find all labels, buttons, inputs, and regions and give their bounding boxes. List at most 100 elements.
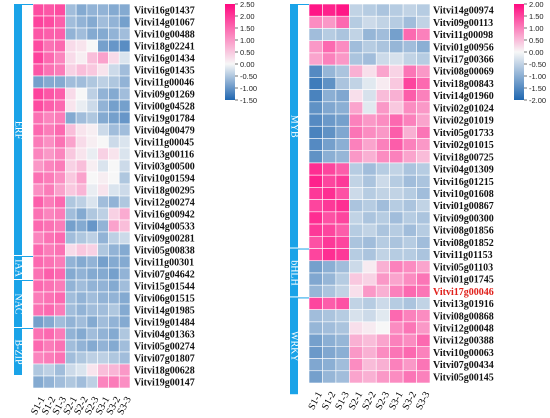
heatmap-cell [322, 138, 337, 152]
heatmap-cell [335, 125, 350, 139]
heatmap-cell [108, 135, 120, 149]
heatmap-cell [65, 75, 77, 89]
heatmap-cell [86, 87, 98, 101]
heatmap-cell [108, 219, 120, 233]
heatmap-cell [375, 199, 390, 213]
heatmap-cell [308, 3, 323, 17]
heatmap-cell [335, 138, 350, 152]
heatmap-cell [375, 321, 390, 335]
heatmap-cell [54, 375, 66, 389]
heatmap-cell [416, 40, 431, 54]
heatmap-cell [375, 333, 390, 347]
heatmap-cell [86, 255, 98, 269]
heatmap-cell [349, 321, 364, 335]
heatmap-cell [362, 248, 377, 262]
heatmap-cell [335, 162, 350, 176]
colorbar-tick-label: -0.50 [240, 72, 257, 81]
heatmap-cell [389, 309, 404, 323]
heatmap-cell [416, 125, 431, 139]
gene-label: Vitvi02g01019 [433, 116, 494, 127]
heatmap-cell [389, 272, 404, 286]
heatmap-cell [375, 309, 390, 323]
heatmap-cell [335, 89, 350, 103]
heatmap-cell [86, 27, 98, 41]
heatmap-cell [86, 39, 98, 53]
heatmap-cell [65, 375, 77, 389]
heatmap-cell [322, 125, 337, 139]
heatmap-cell [362, 284, 377, 298]
heatmap-cell [54, 267, 66, 281]
heatmap-cell [75, 339, 88, 353]
heatmap-cell [389, 64, 404, 78]
heatmap-cell [97, 327, 109, 341]
heatmap-cell [65, 15, 77, 29]
heatmap-cell [32, 351, 45, 365]
heatmap-cell [335, 346, 350, 359]
heatmap-cell [32, 219, 45, 233]
heatmap-cell [308, 358, 323, 372]
heatmap-cell [308, 15, 323, 29]
heatmap-cell [375, 358, 390, 372]
heatmap-cell [43, 279, 55, 293]
gene-label: Vitvi18g00843 [433, 79, 494, 90]
gene-label: Vitvi05g00838 [134, 246, 195, 257]
heatmap-cell [65, 243, 77, 257]
heatmap-cell [308, 199, 323, 213]
heatmap-cell [402, 272, 417, 286]
heatmap-cell [402, 125, 417, 139]
gene-label: Vitvi13g00116 [134, 150, 194, 161]
heatmap-cell [308, 309, 323, 323]
heatmap-cell [389, 113, 404, 127]
heatmap-cell [43, 111, 55, 125]
heatmap-cell [108, 3, 120, 17]
group-bar [14, 256, 22, 279]
heatmap-cell [402, 187, 417, 200]
heatmap-cell [375, 235, 390, 249]
gene-label: Vitvi04g00479 [134, 126, 195, 137]
heatmap-cell [402, 40, 417, 54]
heatmap-cell [86, 195, 98, 209]
heatmap-cell [362, 40, 377, 54]
heatmap-cell [416, 138, 431, 152]
heatmap-cell [43, 231, 55, 245]
heatmap-cell [362, 64, 377, 78]
heatmap-cell [308, 223, 323, 237]
heatmap-cell [375, 260, 390, 274]
gene-label: Vitvi07g01807 [134, 354, 195, 365]
gene-label: Vitvi08g00069 [433, 67, 494, 78]
colorbar-tick-label: 0.00 [529, 48, 544, 57]
heatmap-cell [86, 63, 98, 77]
heatmap-cell [108, 351, 120, 365]
heatmap-cell [97, 123, 109, 137]
heatmap-cell [308, 211, 323, 225]
heatmap-cell [402, 64, 417, 78]
heatmap-cell [349, 101, 364, 115]
heatmap-cell [402, 346, 417, 359]
gene-label: Vitvi10g00063 [433, 348, 494, 359]
heatmap-cell [108, 363, 120, 377]
heatmap-cell [308, 28, 323, 41]
heatmap-cell [322, 162, 337, 176]
heatmap-cell [362, 187, 377, 200]
heatmap-cell [86, 135, 98, 149]
gene-label: Vitvi19g01484 [134, 318, 195, 329]
heatmap-cell [108, 375, 120, 389]
heatmap-cell [375, 40, 390, 54]
group-bar [290, 248, 298, 297]
heatmap-cell [322, 174, 337, 188]
heatmap-cell [32, 123, 45, 137]
heatmap-cell [54, 315, 66, 329]
heatmap-cell [118, 27, 131, 41]
heatmap-cell [402, 297, 417, 310]
heatmap-cell [402, 370, 417, 384]
heatmap-cell [54, 3, 66, 17]
colorbar-tick-label: 2.50 [240, 0, 255, 9]
heatmap-cell [389, 40, 404, 54]
heatmap-cell [75, 99, 88, 113]
heatmap-cell [389, 28, 404, 41]
heatmap-cell [416, 162, 431, 176]
gene-label: Vitvi00g04528 [134, 102, 195, 113]
heatmap-cell [322, 370, 337, 384]
heatmap-cell [322, 358, 337, 372]
heatmap-cell [108, 339, 120, 353]
